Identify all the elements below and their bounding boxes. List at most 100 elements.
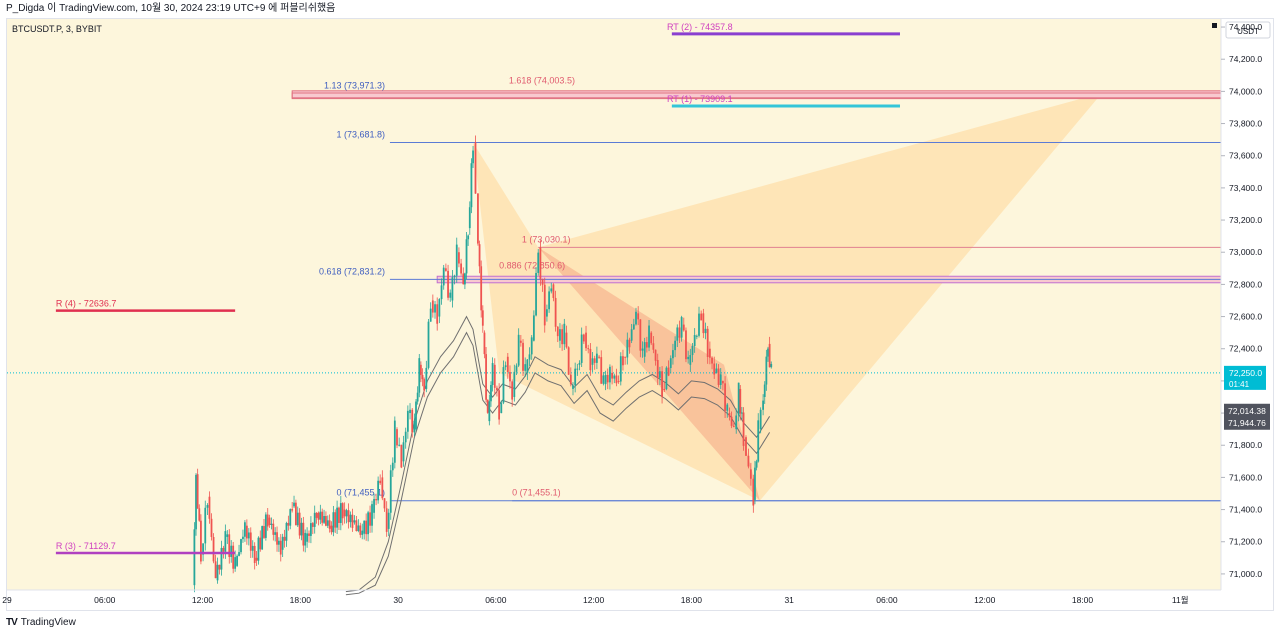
candle-body <box>554 297 557 327</box>
candle-body <box>470 163 473 208</box>
time-tick-label: 06:00 <box>94 595 116 605</box>
price-tick-label: 73,600.0 <box>1229 151 1262 161</box>
candle-body <box>193 529 196 586</box>
candle-body <box>228 534 231 557</box>
price-tick-label: 71,000.0 <box>1229 569 1262 579</box>
candle-body <box>556 326 559 337</box>
candle-body <box>643 342 646 357</box>
candle-body <box>685 330 687 360</box>
candle-body <box>465 239 468 274</box>
candle-body <box>650 332 653 344</box>
candle-body <box>330 525 333 533</box>
candle-body <box>619 356 622 382</box>
candle-body <box>741 412 743 414</box>
candle-body <box>369 512 371 526</box>
footer: TV TradingView <box>6 614 76 630</box>
candle-body <box>216 564 219 581</box>
candle-body <box>359 525 362 535</box>
candle-body <box>323 516 325 523</box>
price-tick-label: 72,400.0 <box>1229 344 1262 354</box>
price-tick-label: 74,200.0 <box>1229 54 1262 64</box>
candle-body <box>425 367 428 389</box>
candle-body <box>442 267 445 286</box>
candle-body <box>313 512 316 527</box>
price-tick-label: 73,800.0 <box>1229 119 1262 129</box>
candle-body <box>622 356 624 366</box>
candle-body <box>680 317 683 338</box>
candle-body <box>511 381 514 400</box>
candle-body <box>218 564 221 570</box>
candle-body <box>628 339 631 348</box>
candle-body <box>321 511 324 523</box>
price-tick-label: 74,400.0 <box>1229 22 1262 32</box>
candle-body <box>293 502 295 507</box>
rt-1-line-label: RT (1) - 73909.1 <box>667 94 733 104</box>
tradingview-brand[interactable]: TradingView <box>20 616 76 628</box>
candle-body <box>238 552 240 556</box>
candle-body <box>220 547 223 570</box>
candle-body <box>351 514 354 528</box>
candle-body <box>606 374 609 383</box>
candle-body <box>440 285 443 300</box>
candle-body <box>468 207 471 229</box>
candle-body <box>198 508 201 521</box>
chart-frame[interactable] <box>6 18 1274 611</box>
candle-body <box>530 337 533 355</box>
candle-body <box>742 412 745 446</box>
candle-body <box>317 512 320 520</box>
candle-body <box>582 334 585 342</box>
candle-body <box>630 329 633 341</box>
candle-body <box>541 279 544 285</box>
candle-body <box>641 348 644 351</box>
candle-body <box>226 534 229 537</box>
candle-body <box>754 467 756 500</box>
candle-body <box>645 342 648 348</box>
candle-body <box>319 511 322 520</box>
candle-body <box>702 313 705 334</box>
candle-body <box>259 537 262 550</box>
candle-body <box>409 409 411 414</box>
candle-body <box>206 505 209 508</box>
candle-body <box>563 323 566 345</box>
candle-body <box>367 512 370 535</box>
candle-body <box>715 368 718 373</box>
candle-body <box>345 510 348 517</box>
candle-body <box>195 474 197 530</box>
candle-body <box>491 363 494 385</box>
candle-body <box>326 520 329 526</box>
candle-body <box>569 374 572 385</box>
candle-body <box>585 332 587 349</box>
candle-body <box>526 359 529 373</box>
extra-price-label: 71,944.76 <box>1228 418 1266 428</box>
candle-body <box>283 536 286 541</box>
candle-body <box>502 367 505 403</box>
candle-body <box>296 512 299 526</box>
candle-body <box>431 300 434 313</box>
candle-body <box>637 313 640 320</box>
candle-body <box>279 540 282 555</box>
tradingview-logo-icon[interactable]: TV <box>6 616 18 628</box>
currency-box <box>1225 21 1271 39</box>
candle-body <box>332 512 335 533</box>
candle-body <box>447 270 449 298</box>
candle-body <box>298 512 301 536</box>
candle-body <box>669 358 672 369</box>
candle-body <box>648 325 650 348</box>
candle-body <box>639 319 642 351</box>
candle-body <box>524 364 527 371</box>
candle-body <box>574 368 577 386</box>
candle-body <box>706 328 709 357</box>
countdown-label: 01:41 <box>1229 380 1250 389</box>
candle-body <box>251 545 254 551</box>
candle-body <box>711 357 713 364</box>
candle-body <box>244 522 246 537</box>
price-chart[interactable]: BTCUSDT.P, 3, BYBIT 1.618 (74,003.5) 1.13 … <box>0 0 1280 614</box>
candle-body <box>728 413 731 417</box>
candle-body <box>537 252 540 273</box>
candle-body <box>674 340 677 351</box>
candle-body <box>315 512 318 518</box>
candle-body <box>240 539 242 553</box>
candle-body <box>713 363 716 375</box>
candle-body <box>730 416 733 426</box>
price-tick-label: 72,800.0 <box>1229 279 1262 289</box>
